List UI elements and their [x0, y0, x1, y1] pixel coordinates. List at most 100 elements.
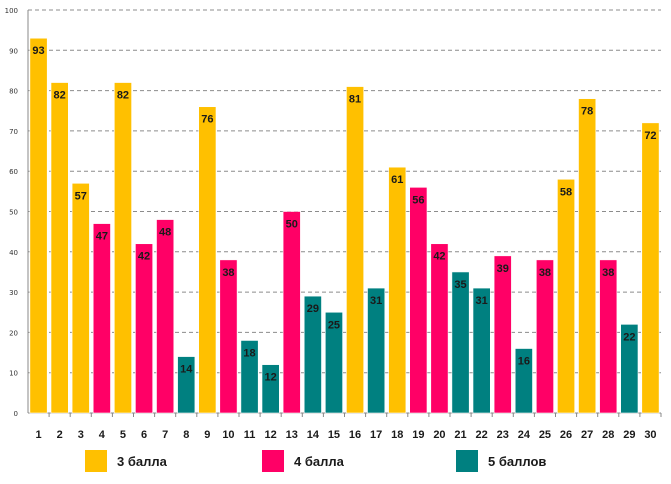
- x-tick-label-9: 9: [204, 429, 210, 441]
- y-tick-label-60: 60: [9, 168, 18, 176]
- x-tick-label-22: 22: [476, 429, 488, 441]
- x-tick-label-21: 21: [454, 429, 466, 441]
- bar-16: [346, 86, 365, 414]
- data-label-26: 58: [560, 186, 572, 198]
- data-label-8: 14: [180, 364, 193, 376]
- data-label-3: 57: [75, 190, 87, 202]
- bar-2: [50, 82, 69, 414]
- data-label-5: 82: [117, 90, 129, 102]
- bar-19: [409, 187, 428, 414]
- data-label-23: 39: [497, 263, 509, 275]
- bar-23: [493, 255, 512, 414]
- data-label-17: 31: [370, 295, 382, 307]
- x-tick-label-16: 16: [349, 429, 361, 441]
- x-tick-label-8: 8: [183, 429, 189, 441]
- x-tick-label-15: 15: [328, 429, 340, 441]
- bar-9: [198, 106, 217, 414]
- legend-swatch-3-balla: [85, 450, 107, 472]
- x-tick-label-3: 3: [78, 429, 84, 441]
- bar-7: [156, 219, 175, 414]
- bar-14: [303, 295, 322, 414]
- data-label-12: 12: [265, 372, 277, 384]
- data-label-15: 25: [328, 319, 340, 331]
- x-tick-label-20: 20: [433, 429, 445, 441]
- y-tick-label-40: 40: [9, 249, 18, 257]
- bar-26: [557, 178, 576, 414]
- x-tick-label-26: 26: [560, 429, 572, 441]
- bar-22: [472, 287, 491, 414]
- x-tick-label-27: 27: [581, 429, 593, 441]
- data-label-25: 38: [539, 267, 551, 279]
- bar-10: [219, 259, 238, 414]
- bar-6: [135, 243, 154, 414]
- data-label-24: 16: [518, 356, 530, 368]
- bar-27: [578, 98, 597, 414]
- data-label-2: 82: [54, 90, 66, 102]
- bar-15: [324, 311, 343, 414]
- x-tick-label-2: 2: [57, 429, 63, 441]
- x-tick-label-14: 14: [307, 429, 320, 441]
- legend-item-3-balla: 3 балла: [85, 449, 167, 473]
- bar-4: [92, 223, 111, 414]
- data-label-10: 38: [222, 267, 234, 279]
- bar-24: [514, 348, 533, 414]
- bar-13: [282, 211, 301, 414]
- data-label-29: 22: [623, 331, 635, 343]
- y-tick-label-10: 10: [9, 370, 18, 378]
- data-label-13: 50: [286, 219, 298, 231]
- bar-8: [177, 356, 196, 414]
- x-tick-label-10: 10: [222, 429, 234, 441]
- bar-20: [430, 243, 449, 414]
- x-tick-label-1: 1: [35, 429, 41, 441]
- data-label-20: 42: [433, 251, 445, 263]
- y-tick-label-80: 80: [9, 88, 18, 96]
- data-label-18: 61: [391, 174, 403, 186]
- data-label-28: 38: [602, 267, 614, 279]
- data-label-14: 29: [307, 303, 319, 315]
- data-label-4: 47: [96, 231, 108, 243]
- data-label-9: 76: [201, 114, 213, 126]
- x-tick-label-24: 24: [518, 429, 531, 441]
- legend-item-5-ballov: 5 баллов: [456, 449, 546, 473]
- legend-item-4-balla: 4 балла: [262, 449, 344, 473]
- x-tick-label-18: 18: [391, 429, 403, 441]
- x-tick-label-29: 29: [623, 429, 635, 441]
- data-label-11: 18: [243, 347, 255, 359]
- data-label-22: 31: [476, 295, 488, 307]
- x-tick-label-25: 25: [539, 429, 551, 441]
- bar-28: [599, 259, 618, 414]
- data-label-21: 35: [454, 279, 466, 291]
- x-tick-label-11: 11: [244, 429, 256, 441]
- legend-label-5-ballov: 5 баллов: [488, 453, 547, 469]
- bar-30: [641, 122, 660, 414]
- legend: 3 балла 4 балла 5 баллов: [0, 449, 671, 479]
- x-tick-label-13: 13: [286, 429, 298, 441]
- bar-25: [535, 259, 554, 414]
- y-tick-label-0: 0: [14, 410, 18, 418]
- bar-21: [451, 271, 470, 414]
- y-tick-label-100: 100: [5, 7, 18, 15]
- data-label-27: 78: [581, 106, 593, 118]
- x-tick-label-23: 23: [497, 429, 509, 441]
- y-tick-label-90: 90: [9, 47, 18, 55]
- data-label-30: 72: [644, 130, 656, 142]
- bar-5: [113, 82, 132, 414]
- bar-29: [620, 324, 639, 414]
- bar-18: [388, 166, 407, 414]
- y-tick-label-30: 30: [9, 289, 18, 297]
- y-tick-label-20: 20: [9, 329, 18, 337]
- legend-swatch-4-balla: [262, 450, 284, 472]
- x-tick-label-4: 4: [99, 429, 106, 441]
- data-label-16: 81: [349, 94, 361, 106]
- bar-1: [29, 37, 48, 414]
- y-tick-label-50: 50: [9, 209, 18, 217]
- data-label-7: 48: [159, 227, 171, 239]
- x-tick-label-17: 17: [370, 429, 382, 441]
- data-label-6: 42: [138, 251, 150, 263]
- bar-11: [240, 340, 259, 414]
- x-tick-label-6: 6: [141, 429, 147, 441]
- x-tick-label-7: 7: [162, 429, 168, 441]
- legend-label-3-balla: 3 балла: [117, 453, 167, 469]
- x-tick-label-30: 30: [644, 429, 656, 441]
- x-tick-label-28: 28: [602, 429, 614, 441]
